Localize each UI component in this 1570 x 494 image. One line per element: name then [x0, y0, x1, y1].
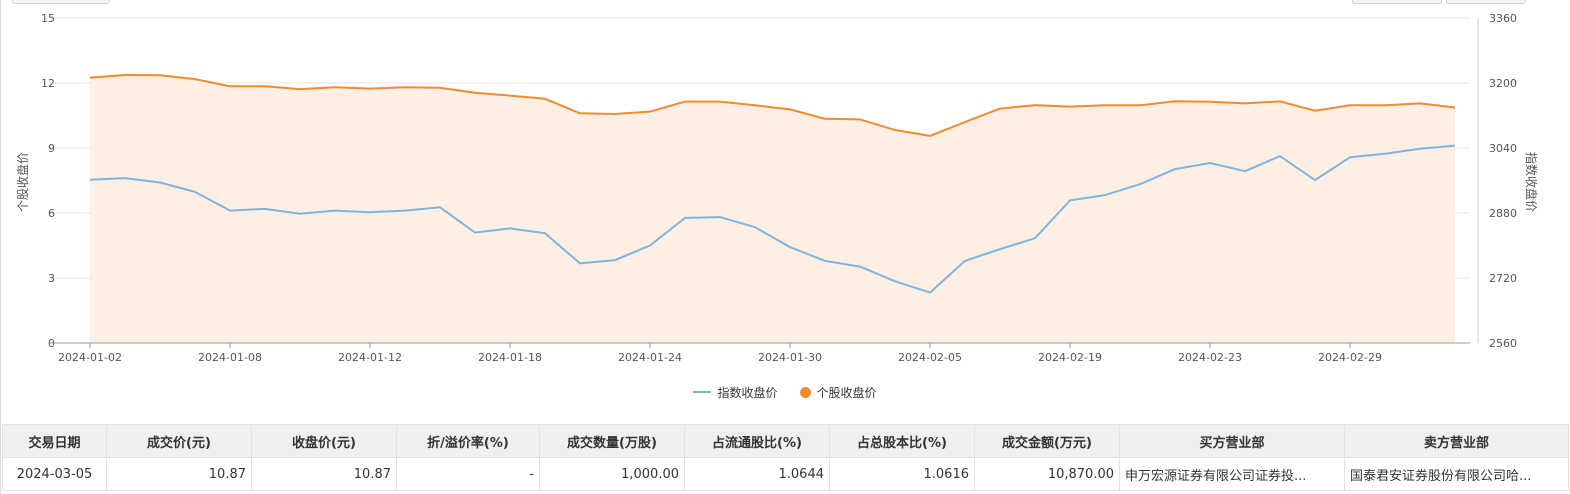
cell-float-ratio: 1.0644: [684, 457, 830, 491]
col-header-buyer[interactable]: 买方营业部: [1119, 424, 1345, 458]
col-header-total-ratio[interactable]: 占总股本比(%): [829, 424, 975, 458]
cell-total-ratio: 1.0616: [829, 457, 975, 491]
cell-amount: 10,870.00: [974, 457, 1120, 491]
x-tick-label: 2024-01-02: [58, 351, 122, 364]
cell-deal-price: 10.87: [106, 457, 252, 491]
x-tick-label: 2024-01-18: [478, 351, 542, 364]
y-tick-label-right: 3200: [1489, 77, 1517, 90]
x-tick-label: 2024-01-30: [758, 351, 822, 364]
col-header-float-ratio[interactable]: 占流通股比(%): [684, 424, 830, 458]
y-tick-label-right: 2720: [1489, 272, 1517, 285]
col-header-deal-price[interactable]: 成交价(元): [106, 424, 252, 458]
y-tick-label-left: 6: [48, 207, 55, 220]
y-tick-label-left: 12: [41, 77, 55, 90]
x-tick-label: 2024-02-23: [1178, 351, 1242, 364]
stock-area-fill: [90, 75, 1455, 343]
stock-area-layer: [90, 75, 1455, 343]
y-axis-right-title: 指数收盘价: [1524, 152, 1539, 212]
y-axis-left-title: 个股收盘价: [15, 152, 30, 212]
y-tick-label-right: 2880: [1489, 207, 1517, 220]
table-row: 2024-03-05 10.87 10.87 - 1,000.00 1.0644…: [2, 457, 1569, 491]
y-tick-label-left: 15: [41, 12, 55, 25]
col-header-close-price[interactable]: 收盘价(元): [251, 424, 397, 458]
legend-label-index: 指数收盘价: [717, 385, 778, 400]
cell-volume: 1,000.00: [539, 457, 685, 491]
y-tick-label-right: 2560: [1489, 337, 1517, 350]
col-header-seller[interactable]: 卖方营业部: [1344, 424, 1569, 458]
block-trade-chart: 036912152560272028803040320033602024-01-…: [15, 12, 1539, 364]
axis-layer: 036912152560272028803040320033602024-01-…: [41, 12, 1517, 364]
top-tab-stub-right-2[interactable]: [1446, 0, 1526, 4]
x-tick-label: 2024-02-05: [898, 351, 962, 364]
top-tab-stub-right-1[interactable]: [1352, 0, 1442, 4]
x-tick-label: 2024-01-08: [198, 351, 262, 364]
col-header-amount[interactable]: 成交金额(万元): [974, 424, 1120, 458]
x-tick-label: 2024-02-29: [1318, 351, 1382, 364]
top-tab-stub-left[interactable]: [12, 0, 110, 4]
legend-label-stock: 个股收盘价: [816, 385, 877, 400]
legend-dot-icon: [799, 386, 811, 398]
x-tick-label: 2024-01-24: [618, 351, 682, 364]
legend-item-index[interactable]: 指数收盘价: [693, 384, 778, 401]
chart-legend: 指数收盘价 个股收盘价: [0, 382, 1570, 402]
cell-seller-branch[interactable]: 国泰君安证券股份有限公司哈...: [1344, 457, 1569, 491]
col-header-trade-date[interactable]: 交易日期: [2, 424, 107, 458]
index-close-line: [89, 144, 1456, 294]
legend-item-stock[interactable]: 个股收盘价: [799, 384, 877, 401]
block-trade-table: 交易日期 成交价(元) 收盘价(元) 折/溢价率(%) 成交数量(万股) 占流通…: [2, 424, 1569, 491]
cell-premium-rate: -: [396, 457, 540, 491]
table-header-row: 交易日期 成交价(元) 收盘价(元) 折/溢价率(%) 成交数量(万股) 占流通…: [2, 424, 1569, 458]
x-tick-label: 2024-02-19: [1038, 351, 1102, 364]
col-header-premium-rate[interactable]: 折/溢价率(%): [396, 424, 540, 458]
left-border: [0, 0, 1, 494]
series-line-layer: [89, 74, 1456, 294]
stock-close-line: [89, 74, 1456, 137]
x-tick-label: 2024-01-12: [338, 351, 402, 364]
y-tick-label-left: 3: [48, 272, 55, 285]
y-tick-label-right: 3040: [1489, 142, 1517, 155]
cell-trade-date: 2024-03-05: [2, 457, 107, 491]
cell-close-price: 10.87: [251, 457, 397, 491]
y-tick-label-right: 3360: [1489, 12, 1517, 25]
col-header-volume[interactable]: 成交数量(万股): [539, 424, 685, 458]
y-tick-label-left: 9: [48, 142, 55, 155]
legend-line-icon: [693, 391, 712, 393]
cell-buyer-branch[interactable]: 申万宏源证券有限公司证券投...: [1119, 457, 1345, 491]
